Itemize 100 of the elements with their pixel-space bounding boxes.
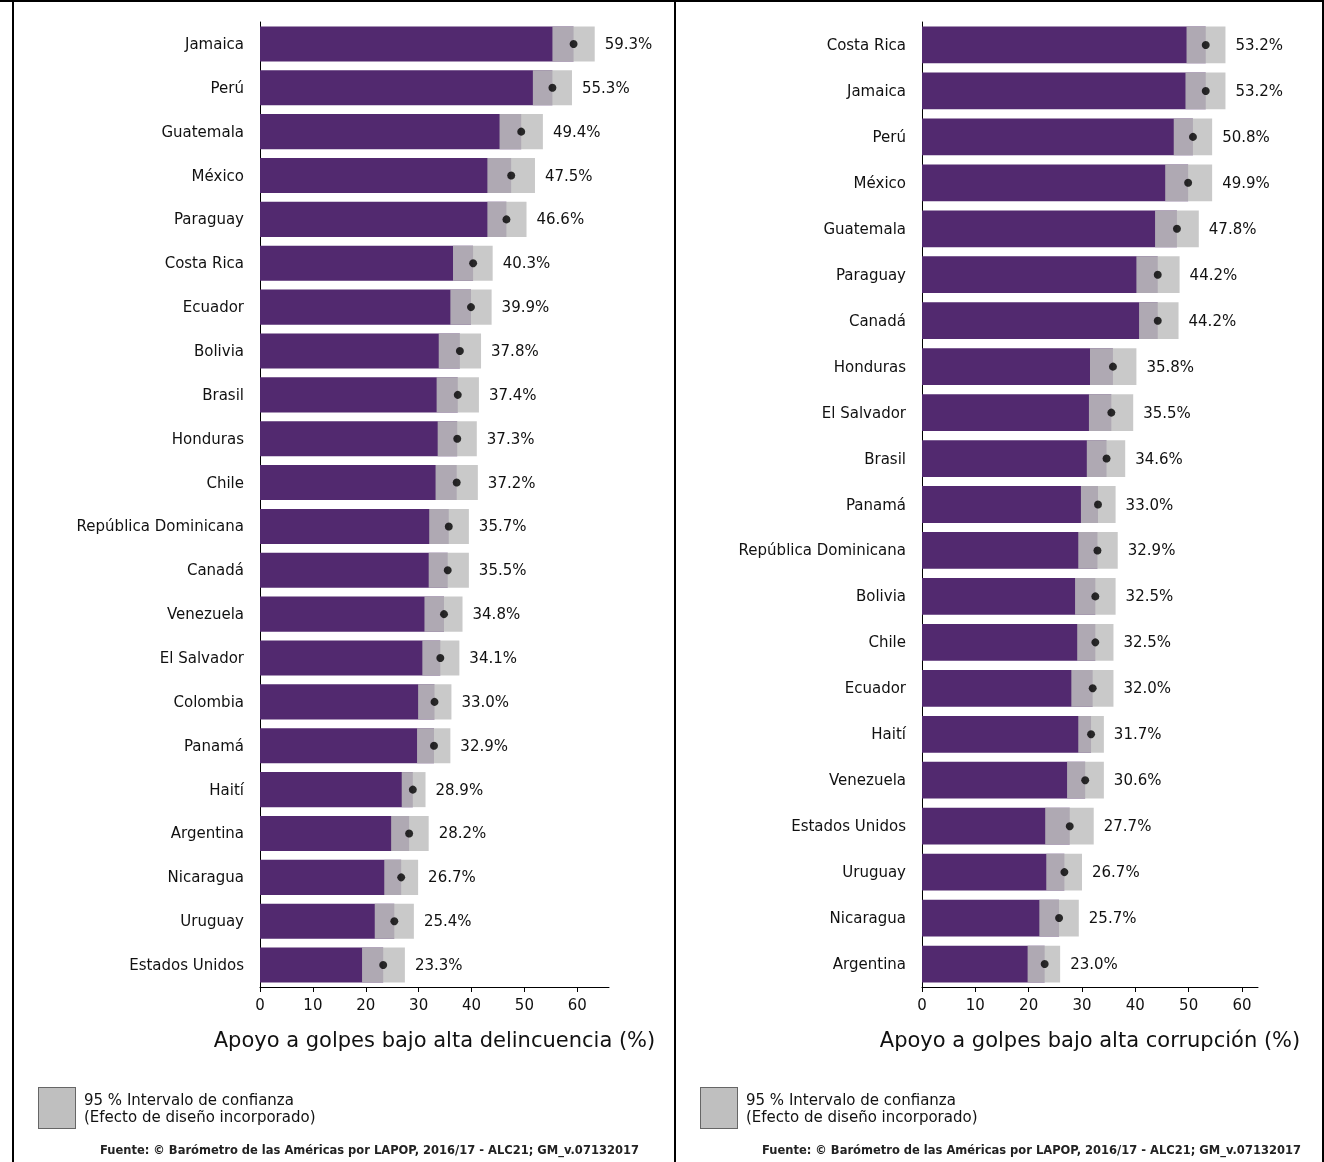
point (1184, 178, 1193, 187)
x-tick-label: 20 (356, 995, 376, 1014)
y-tick-label: Costa Rica (826, 35, 906, 54)
source-note: Fuente: © Barómetro de las Américas por LAPOP, 2016/17 - ALC21; GM_v.07132017 (100, 1143, 639, 1157)
y-tick-label: Haití (209, 780, 245, 799)
y-tick-label: Argentina (170, 824, 244, 843)
y-tick-label: Canadá (848, 311, 906, 330)
point (390, 917, 399, 926)
data-label: 33.0% (461, 692, 510, 711)
point (397, 873, 406, 882)
data-label: 23.3% (414, 956, 463, 975)
x-tick-label: 60 (567, 995, 587, 1014)
data-label: 32.0% (1123, 679, 1172, 698)
data-label: 53.2% (1235, 81, 1284, 100)
y-tick-label: Nicaragua (829, 909, 906, 928)
data-label: 59.3% (604, 34, 653, 53)
point (379, 961, 388, 970)
data-label: 32.5% (1125, 587, 1174, 606)
data-label: 33.0% (1125, 495, 1174, 514)
y-tick-label: Brasil (864, 449, 906, 468)
y-tick-label: Canadá (186, 561, 244, 580)
data-label: 44.2% (1188, 311, 1237, 330)
data-label: 55.3% (581, 78, 630, 97)
y-tick-label: Panamá (183, 736, 244, 755)
y-tick-label: Paraguay (173, 210, 245, 229)
point (466, 303, 475, 312)
point (1153, 270, 1162, 279)
data-label: 49.9% (1222, 173, 1270, 192)
data-label: 50.8% (1222, 127, 1270, 146)
point (1172, 224, 1181, 233)
y-tick-label: Chile (868, 633, 906, 652)
y-tick-label: Panamá (845, 495, 906, 514)
y-tick-label: Estados Unidos (129, 956, 245, 975)
y-tick-label: Ecuador (844, 679, 907, 698)
x-tick-label: 30 (1072, 995, 1092, 1014)
x-tick-label: 50 (514, 995, 534, 1014)
y-tick-label: Uruguay (842, 863, 907, 882)
point (1087, 730, 1096, 739)
data-label: 46.6% (536, 210, 585, 229)
point (1153, 316, 1162, 325)
text: 95 % Intervalo de confianza (Efecto de diseño incorporado) (84, 1090, 316, 1126)
data-label: 32.5% (1123, 633, 1172, 652)
data-label: 34.1% (469, 649, 518, 668)
point (429, 741, 438, 750)
point (452, 478, 461, 487)
point (469, 259, 478, 268)
y-tick-label: Costa Rica (164, 254, 244, 273)
y-tick-label: República Dominicana (738, 541, 906, 560)
point (1201, 86, 1210, 95)
point (408, 785, 417, 794)
x-tick-label: 60 (1232, 995, 1252, 1014)
data-label: 40.3% (502, 254, 551, 273)
x-tick-label: 0 (917, 995, 927, 1014)
point (569, 39, 578, 48)
point (1102, 454, 1111, 463)
point (453, 434, 462, 443)
x-tick-label: 50 (1179, 995, 1199, 1014)
y-tick-label: Guatemala (161, 122, 244, 141)
source-note: Fuente: © Barómetro de las Américas por LAPOP, 2016/17 - ALC21; GM_v.07132017 (762, 1143, 1301, 1157)
data-label: 27.7% (1103, 817, 1152, 836)
y-tick-label: Honduras (171, 429, 245, 448)
x-tick-label: 40 (461, 995, 482, 1014)
point (430, 697, 439, 706)
x-tick-label: 30 (409, 995, 429, 1014)
y-tick-label: Jamaica (183, 34, 244, 53)
point (1065, 822, 1074, 831)
y-tick-label: Perú (872, 127, 906, 146)
y-tick-label: Venezuela (166, 605, 244, 624)
y-tick-label: Chile (206, 473, 244, 492)
x-tick-label: 10 (965, 995, 985, 1014)
data-label: 34.8% (472, 605, 521, 624)
y-tick-label: Paraguay (835, 265, 907, 284)
data-label: 37.8% (491, 341, 539, 360)
data-label: 37.2% (487, 473, 536, 492)
data-label: 49.4% (552, 122, 601, 141)
point (436, 654, 445, 663)
y-tick-label: Honduras (833, 357, 907, 376)
text: 95 % Intervalo de confianza (Efecto de diseño incorporado) (746, 1090, 978, 1126)
point (1094, 500, 1102, 509)
point (443, 566, 452, 575)
y-tick-label: República Dominicana (76, 517, 244, 536)
point (1107, 408, 1116, 417)
data-label: 31.7% (1113, 725, 1162, 744)
point (1081, 776, 1090, 785)
point (405, 829, 414, 838)
data-label: 35.7% (478, 517, 527, 536)
point (517, 127, 526, 136)
data-label: 44.2% (1189, 265, 1238, 284)
y-tick-label: Bolivia (193, 341, 244, 360)
y-tick-label: El Salvador (821, 403, 907, 422)
data-label: 28.2% (438, 824, 487, 843)
data-label: 37.3% (486, 429, 535, 448)
x-tick-label: 20 (1019, 995, 1039, 1014)
point (1055, 914, 1064, 923)
x-axis-title: Apoyo a golpes bajo alta delincuencia (%) (213, 1027, 656, 1052)
y-tick-label: Brasil (202, 385, 244, 404)
data-label: 25.4% (423, 912, 472, 931)
y-tick-label: Nicaragua (167, 868, 244, 887)
data-label: 47.8% (1208, 219, 1257, 238)
data-label: 30.6% (1113, 771, 1162, 790)
